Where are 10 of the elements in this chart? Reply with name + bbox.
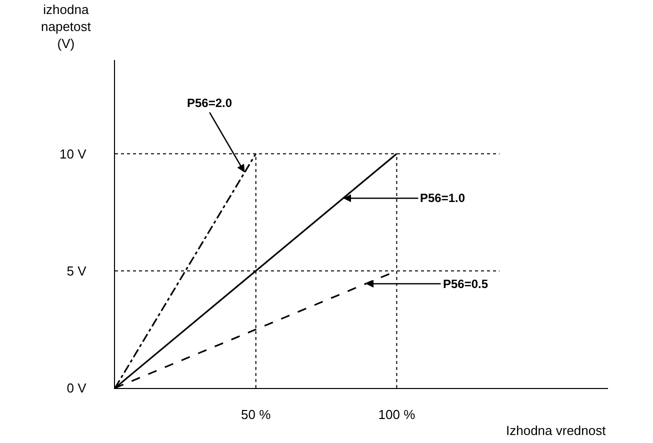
y-tick-label: 0 V bbox=[66, 380, 87, 396]
x-axis-title: Izhodna vrednost bbox=[506, 423, 606, 438]
x-tick-label: 50 % bbox=[241, 406, 272, 422]
annotation: P56=0.5 bbox=[443, 277, 488, 291]
annotation: P56=2.0 bbox=[187, 96, 232, 110]
annotation: P56=1.0 bbox=[420, 191, 466, 205]
x-tick-label: 100 % bbox=[378, 406, 416, 422]
y-tick-label: 5 V bbox=[66, 263, 87, 278]
y-axis-title: izhodna napetost (V) bbox=[41, 2, 92, 51]
y-tick-label: 10 V bbox=[60, 146, 87, 162]
